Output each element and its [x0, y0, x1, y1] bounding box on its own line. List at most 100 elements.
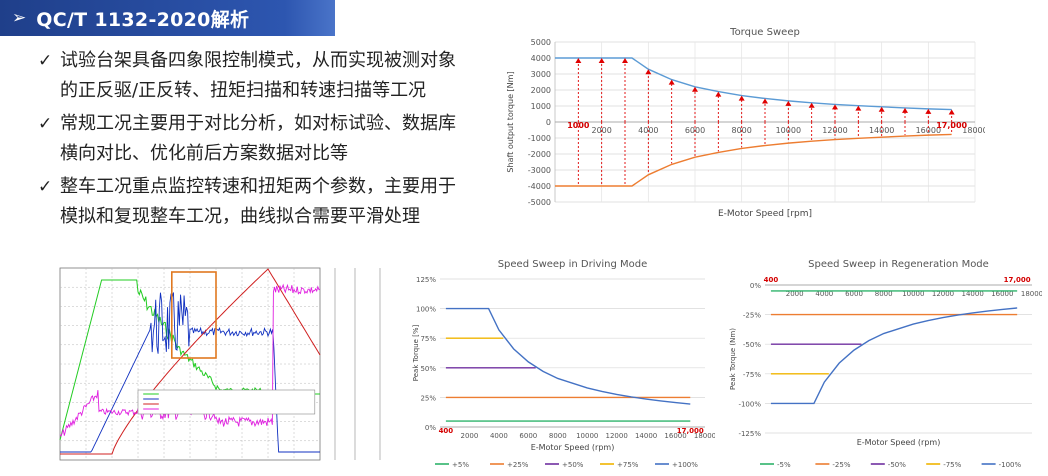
regen-svg: Speed Sweep in Regeneration Mode -125% -10… — [729, 259, 1043, 469]
torque-sweep-chart: Torque Sweep -5000 -4000 -3000 -2000 -1000 0 10… — [505, 22, 988, 222]
check-icon: ✓ — [38, 51, 53, 71]
bullet-line: 试验台架具备四象限控制模式，从而实现被测对象 — [60, 50, 456, 71]
bullet-line: 模拟和复现整车工况，曲线拟合需要平滑处理 — [60, 206, 420, 227]
x-tick-label: 14000 — [962, 290, 984, 298]
x-tick-label: 12000 — [932, 290, 954, 298]
y-tick-label: -5000 — [528, 198, 551, 207]
bullet-text: 试验台架具备四象限控制模式，从而实现被测对象 的正反驱/正反转、扭矩扫描和转速扫… — [60, 46, 456, 106]
series-line — [555, 57, 952, 111]
y-tick-label: 0% — [750, 282, 761, 290]
x-tick-label: 10000 — [576, 432, 598, 440]
legend-label: -5% — [777, 461, 791, 469]
driving-svg: Speed Sweep in Driving Mode 0% 25% 50% 75% 10… — [412, 259, 716, 469]
y-axis-label: Peak Torque [%] — [412, 324, 420, 381]
annotation-label: 400 — [764, 276, 779, 284]
y-tick-label: 125% — [416, 276, 436, 284]
annotation-label: 1000 — [567, 121, 590, 130]
y-tick-label: -2000 — [528, 150, 551, 159]
legend-label: +100% — [672, 461, 698, 469]
legend-label: -50% — [888, 461, 906, 469]
x-tick-label: 16000 — [664, 432, 686, 440]
sweep-point — [832, 104, 838, 110]
legend-label: +5% — [452, 461, 469, 469]
y-tick-label: -25% — [743, 312, 761, 320]
chart-title: Speed Sweep in Driving Mode — [498, 259, 648, 270]
y-tick-label: 5000 — [531, 38, 551, 47]
annotation-label: 400 — [439, 427, 454, 435]
y-tick-label: -3000 — [528, 166, 551, 175]
x-tick-label: 8000 — [875, 290, 893, 298]
x-tick-label: 4000 — [815, 290, 833, 298]
legend-label: +50% — [562, 461, 584, 469]
x-tick-label: 18000 — [694, 432, 715, 440]
sweep-point — [948, 109, 955, 115]
sweep-point — [762, 98, 768, 104]
legend-label: -25% — [832, 461, 850, 469]
chart-title: Torque Sweep — [729, 27, 800, 38]
sweep-point — [902, 107, 908, 113]
bullet-text: 常规工况主要用于对比分析，如对标试验、数据库 横向对比、优化前后方案数据对比等 — [60, 109, 456, 169]
y-axis-label: Peak Torque (Nm) — [729, 328, 737, 390]
series-line-100 — [445, 307, 691, 405]
y-tick-label: 25% — [420, 394, 436, 402]
x-tick-label: 2000 — [786, 290, 804, 298]
bullet-item: ✓ 试验台架具备四象限控制模式，从而实现被测对象 的正反驱/正反转、扭矩扫描和转… — [38, 46, 498, 106]
driving-mode-chart: Speed Sweep in Driving Mode 0% 25% 50% 75% 10… — [410, 255, 716, 473]
sweep-point — [645, 69, 652, 75]
check-icon: ✓ — [38, 177, 53, 197]
x-axis-label: E-Motor Speed [rpm] — [718, 209, 812, 219]
legend-label: -100% — [999, 461, 1022, 469]
bullet-item: ✓ 整车工况重点监控转速和扭矩两个参数，主要用于 模拟和复现整车工况，曲线拟合需… — [38, 172, 498, 232]
y-tick-label: -1000 — [528, 134, 551, 143]
bullet-item: ✓ 常规工况主要用于对比分析，如对标试验、数据库 横向对比、优化前后方案数据对比… — [38, 109, 498, 169]
check-icon: ✓ — [38, 114, 53, 134]
x-tick-label: 18000 — [1021, 290, 1042, 298]
legend-label: +25% — [507, 461, 529, 469]
bullet-line: 的正反驱/正反转、扭矩扫描和转速扫描等工况 — [60, 80, 427, 101]
sweep-point — [808, 102, 815, 108]
y-tick-label: 1000 — [531, 102, 551, 111]
bullet-line: 常规工况主要用于对比分析，如对标试验、数据库 — [60, 113, 456, 134]
y-tick-label: 50% — [420, 365, 436, 373]
y-tick-label: -4000 — [528, 182, 551, 191]
x-tick-label: 16000 — [991, 290, 1013, 298]
scope-svg — [59, 267, 381, 461]
sweep-point — [785, 100, 792, 106]
legend-label: -75% — [943, 461, 961, 469]
x-tick-label: 8000 — [549, 432, 567, 440]
section-title: QC/T 1132-2020解析 — [36, 8, 250, 31]
bullet-text: 整车工况重点监控转速和扭矩两个参数，主要用于 模拟和复现整车工况，曲线拟合需要平… — [60, 172, 456, 232]
sweep-point — [668, 79, 675, 85]
sweep-point — [575, 58, 582, 63]
annotation-label: 17,000 — [936, 121, 967, 130]
sweep-point — [855, 105, 862, 111]
y-tick-label: 75% — [420, 335, 436, 343]
legend-label: +75% — [617, 461, 639, 469]
regeneration-mode-chart: Speed Sweep in Regeneration Mode -125% -10… — [727, 255, 1043, 473]
series-line — [555, 133, 952, 187]
annotation-label: 17,000 — [677, 427, 704, 435]
sweep-point — [692, 86, 698, 92]
y-tick-label: 0% — [425, 424, 436, 432]
highlight-box — [171, 271, 217, 359]
y-axis-label: Shaft output torque [Nm] — [506, 71, 515, 172]
sweep-point — [715, 91, 722, 97]
y-tick-label: -50% — [743, 341, 761, 349]
y-tick-label: 100% — [416, 306, 436, 314]
sweep-point — [925, 108, 932, 114]
scope-legend-box — [137, 389, 316, 415]
x-tick-label: 4000 — [490, 432, 508, 440]
y-tick-label: -125% — [738, 430, 761, 438]
sweep-point — [598, 58, 605, 63]
x-tick-label: 18000 — [962, 126, 985, 135]
x-tick-label: 12000 — [606, 432, 628, 440]
y-tick-label: -75% — [743, 371, 761, 379]
sweep-point — [622, 58, 628, 63]
sweep-point — [738, 95, 745, 101]
series-line-100 — [770, 307, 1018, 405]
section-title-bar: ➢ QC/T 1132-2020解析 — [0, 0, 335, 36]
bullet-list: ✓ 试验台架具备四象限控制模式，从而实现被测对象 的正反驱/正反转、扭矩扫描和转… — [38, 46, 498, 235]
scope-trace-red — [60, 268, 321, 455]
arrow-bullet-icon: ➢ — [12, 8, 27, 28]
bullet-line: 横向对比、优化前后方案数据对比等 — [60, 143, 348, 164]
